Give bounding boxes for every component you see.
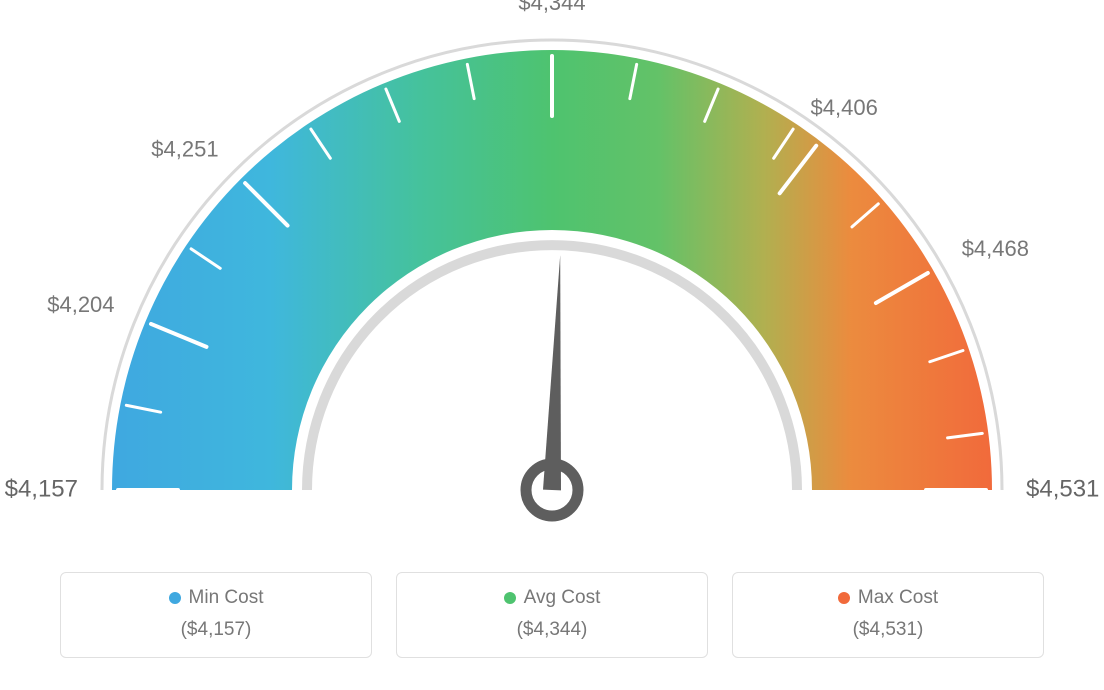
min-cost-dot <box>169 592 181 604</box>
cost-gauge: $4,157 $4,204 $4,251 $4,344 $4,406 $4,468 $4,5… <box>0 0 1104 560</box>
avg-cost-dot <box>504 592 516 604</box>
max-cost-label: Max Cost <box>858 587 938 609</box>
svg-text:$4,468: $4,468 <box>962 236 1029 261</box>
legend-cards: Min Cost ($4,157) Avg Cost ($4,344) Max … <box>60 572 1044 658</box>
avg-cost-label: Avg Cost <box>524 587 601 609</box>
avg-cost-value: ($4,344) <box>407 619 697 641</box>
min-cost-value: ($4,157) <box>71 619 361 641</box>
min-cost-label: Min Cost <box>189 587 264 609</box>
min-cost-card: Min Cost ($4,157) <box>60 572 372 658</box>
svg-text:$4,157: $4,157 <box>5 475 78 502</box>
svg-text:$4,344: $4,344 <box>518 0 585 15</box>
max-cost-dot <box>838 592 850 604</box>
svg-text:$4,204: $4,204 <box>47 292 114 317</box>
max-cost-value: ($4,531) <box>743 619 1033 641</box>
svg-text:$4,531: $4,531 <box>1026 475 1099 502</box>
svg-text:$4,406: $4,406 <box>811 95 878 120</box>
avg-cost-card: Avg Cost ($4,344) <box>396 572 708 658</box>
svg-text:$4,251: $4,251 <box>151 136 218 161</box>
max-cost-card: Max Cost ($4,531) <box>732 572 1044 658</box>
